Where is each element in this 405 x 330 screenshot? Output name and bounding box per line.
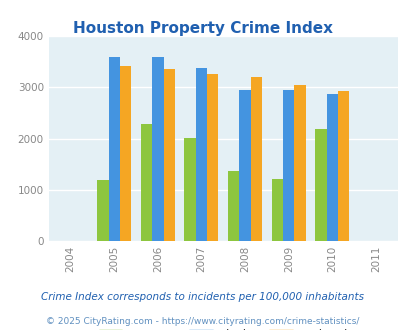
Text: © 2025 CityRating.com - https://www.cityrating.com/crime-statistics/: © 2025 CityRating.com - https://www.city…	[46, 317, 359, 326]
Bar	[250, 77, 262, 241]
Legend: Houston, Alaska, National: Houston, Alaska, National	[94, 324, 352, 330]
Bar	[184, 138, 195, 241]
Bar	[195, 68, 207, 241]
Bar	[108, 57, 119, 241]
Bar	[282, 90, 294, 241]
Bar	[337, 90, 349, 241]
Text: Crime Index corresponds to incidents per 100,000 inhabitants: Crime Index corresponds to incidents per…	[41, 292, 364, 302]
Bar	[119, 66, 131, 241]
Bar	[152, 57, 163, 241]
Text: Houston Property Crime Index: Houston Property Crime Index	[73, 21, 332, 36]
Bar	[97, 180, 108, 241]
Bar	[271, 179, 282, 241]
Bar	[163, 69, 175, 241]
Bar	[228, 171, 239, 241]
Bar	[326, 94, 337, 241]
Bar	[315, 129, 326, 241]
Bar	[141, 124, 152, 241]
Bar	[207, 74, 218, 241]
Bar	[239, 90, 250, 241]
Bar	[294, 85, 305, 241]
